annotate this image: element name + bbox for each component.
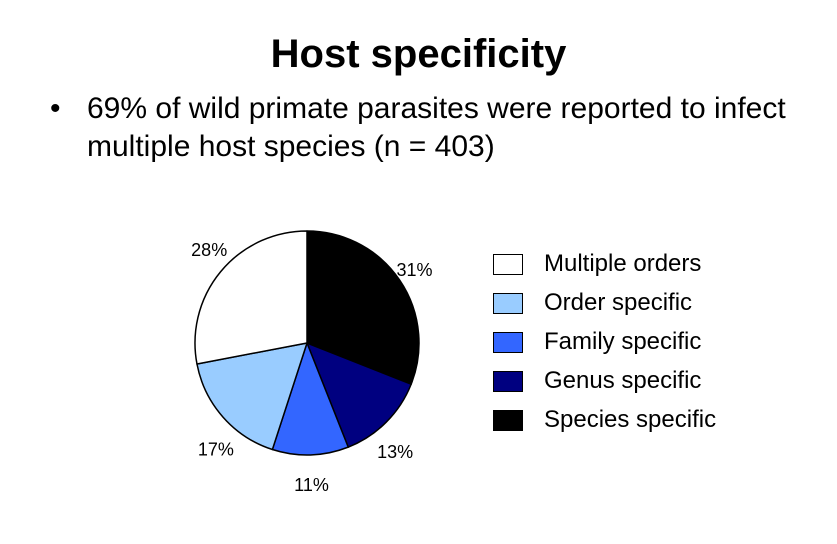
pie-data-label: 31% (396, 260, 432, 280)
legend-label: Family specific (544, 328, 702, 355)
pie-data-label: 17% (198, 439, 234, 459)
pie-slice-multiple-orders (194, 230, 308, 365)
legend-swatch (493, 292, 523, 314)
pie-slice-genus-specific (306, 342, 412, 448)
bullet-text: 69% of wild primate parasites were repor… (87, 92, 786, 163)
slide-title: Host specificity (270, 32, 567, 76)
legend-item: Genus specific (493, 369, 701, 393)
legend-item: Family specific (493, 330, 701, 354)
legend-label: Multiple orders (544, 250, 702, 277)
legend-item: Multiple orders (493, 252, 701, 276)
pie-slice-family-specific (271, 342, 349, 456)
legend-label: Genus specific (544, 367, 702, 394)
pie-data-label: 28% (191, 240, 227, 260)
legend-swatch (493, 253, 523, 275)
pie-slice-order-specific (196, 342, 308, 451)
bullet-dot-icon: • (50, 92, 61, 125)
pie-data-label: 11% (294, 475, 329, 495)
legend-swatch (493, 331, 523, 353)
legend-label: Order specific (544, 289, 693, 316)
legend-item: Order specific (493, 291, 692, 315)
pie-slice-species-specific (306, 230, 420, 385)
pie-data-label: 13% (377, 442, 413, 462)
legend-item: Species specific (493, 408, 716, 432)
legend-swatch (493, 409, 523, 431)
legend-label: Species specific (544, 406, 717, 433)
legend-swatch (493, 370, 523, 392)
